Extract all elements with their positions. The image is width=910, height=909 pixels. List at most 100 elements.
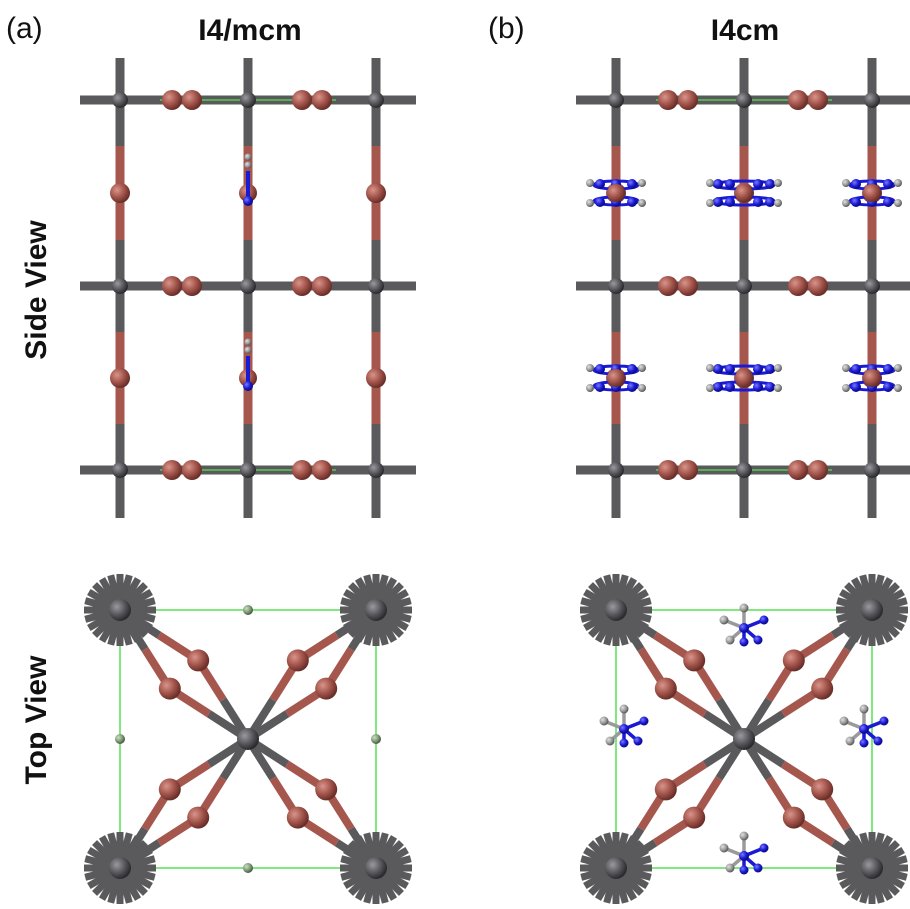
nitrogen-atom: [739, 623, 749, 633]
nitrogen-atom: [753, 364, 763, 374]
nitrogen-atom: [725, 364, 735, 374]
carbon-atom: [839, 716, 849, 726]
nitrogen-atom: [765, 364, 775, 374]
halide-atom: [735, 184, 753, 202]
cation-site-atom: [115, 734, 125, 744]
carbon-atom: [774, 384, 782, 392]
nitrogen-atom: [243, 381, 253, 391]
nitrogen-atom: [595, 179, 605, 189]
halide-atom: [312, 460, 332, 480]
halide-atom: [808, 460, 828, 480]
metal-atom: [240, 278, 256, 294]
nitrogen-atom: [595, 382, 605, 392]
panel-letter-a: (a): [6, 12, 43, 45]
carbon-atom: [719, 843, 729, 853]
carbon-atom: [638, 179, 646, 187]
halide-atom: [187, 649, 210, 672]
cation-site-atom: [243, 863, 253, 873]
cation-site-atom: [243, 605, 253, 615]
nitrogen-atom: [725, 197, 735, 207]
carbon-atom: [619, 704, 629, 714]
nitrogen-atom: [753, 197, 763, 207]
halide-atom: [158, 778, 181, 801]
halide-atom: [110, 368, 130, 388]
nitrogen-atom: [619, 724, 629, 734]
metal-atom: [368, 92, 384, 108]
carbon-atom: [586, 179, 594, 187]
metal-atom: [608, 278, 624, 294]
metal-atom: [240, 462, 256, 478]
halide-atom: [292, 460, 312, 480]
carbon-atom: [739, 603, 749, 613]
carbon-atom: [774, 179, 782, 187]
halide-atom: [315, 778, 338, 801]
nitrogen-atom: [883, 382, 893, 392]
nitrogen-atom: [851, 179, 861, 189]
carbon-atom: [725, 863, 735, 873]
halide-atom: [683, 649, 706, 672]
nitrogen-atom: [713, 364, 723, 374]
halide-atom: [782, 806, 805, 829]
nitrogen-atom: [639, 716, 649, 726]
halide-atom: [312, 90, 332, 110]
halide-atom: [292, 90, 312, 110]
halide-atom: [811, 677, 834, 700]
halide-atom: [312, 276, 332, 296]
nitrogen-atom: [765, 197, 775, 207]
nitrogen-atom: [879, 716, 889, 726]
halide-atom: [683, 806, 706, 829]
halide-atom: [162, 460, 182, 480]
metal-atom: [368, 462, 384, 478]
halide-atom: [788, 276, 808, 296]
nitrogen-atom: [883, 364, 893, 374]
nitrogen-atom: [753, 382, 763, 392]
halide-atom: [654, 778, 677, 801]
nitrogen-atom: [739, 637, 749, 647]
carbon-atom: [842, 384, 850, 392]
halide-atom: [366, 368, 386, 388]
halide-atom: [110, 183, 130, 203]
halide-atom: [678, 276, 698, 296]
nitrogen-atom: [595, 364, 605, 374]
halide-atom: [658, 276, 678, 296]
carbon-atom: [842, 199, 850, 207]
nitrogen-atom: [725, 179, 735, 189]
halide-atom: [808, 276, 828, 296]
nitrogen-atom: [243, 196, 253, 206]
carbon-atom: [638, 364, 646, 372]
carbon-atom: [774, 364, 782, 372]
metal-atom-corner: [861, 857, 883, 879]
nitrogen-atom: [713, 382, 723, 392]
carbon-atom: [586, 199, 594, 207]
halide-atom: [315, 677, 338, 700]
halide-atom: [162, 90, 182, 110]
halide-atom: [366, 183, 386, 203]
carbon-atom: [719, 615, 729, 625]
nitrogen-atom: [765, 382, 775, 392]
side-view-structure-a: [80, 58, 416, 518]
nitrogen-atom: [753, 179, 763, 189]
carbon-atom: [244, 161, 252, 169]
metal-atom: [112, 462, 128, 478]
top-view-structure-a: [84, 574, 412, 904]
nitrogen-atom: [759, 843, 769, 853]
metal-atom-corner: [861, 599, 883, 621]
metal-atom-corner: [109, 857, 131, 879]
halide-atom: [182, 460, 202, 480]
halide-atom: [654, 677, 677, 700]
halide-atom: [286, 806, 309, 829]
metal-atom: [736, 278, 752, 294]
carbon-atom: [586, 364, 594, 372]
space-group-label-b: I4cm: [711, 14, 779, 47]
metal-atom-corner: [605, 857, 627, 879]
nitrogen-atom: [627, 197, 637, 207]
nitrogen-atom: [619, 738, 629, 748]
metal-atom-corner: [605, 599, 627, 621]
nitrogen-atom: [859, 738, 869, 748]
metal-atom-corner: [109, 599, 131, 621]
nitrogen-atom: [713, 179, 723, 189]
carbon-atom: [638, 384, 646, 392]
halide-atom: [788, 90, 808, 110]
nitrogen-atom: [753, 863, 763, 873]
